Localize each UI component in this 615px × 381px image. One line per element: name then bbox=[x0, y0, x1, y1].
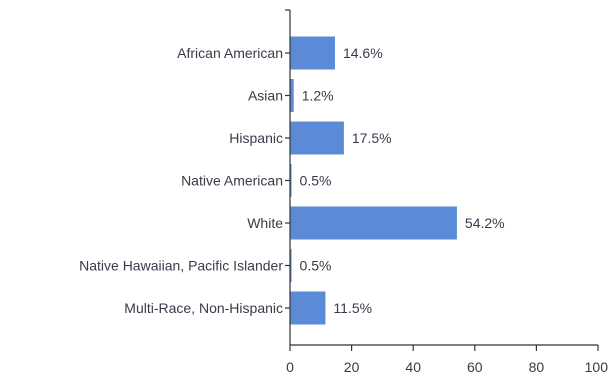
bar-2 bbox=[290, 121, 344, 155]
bar-4 bbox=[290, 206, 457, 240]
x-tick-label-1: 20 bbox=[344, 359, 360, 375]
category-label-3: Native American bbox=[181, 173, 283, 189]
x-tick-label-4: 80 bbox=[529, 359, 545, 375]
category-label-0: African American bbox=[177, 45, 283, 61]
x-tick-label-2: 40 bbox=[405, 359, 421, 375]
x-tick-label-0: 0 bbox=[286, 359, 294, 375]
value-label-4: 54.2% bbox=[465, 215, 505, 231]
value-label-5: 0.5% bbox=[300, 258, 332, 274]
bar-1 bbox=[290, 79, 294, 112]
bar-6 bbox=[290, 291, 326, 325]
value-label-6: 11.5% bbox=[333, 300, 372, 316]
bars-group bbox=[285, 9, 457, 325]
category-label-6: Multi-Race, Non-Hispanic bbox=[124, 300, 283, 316]
bar-3 bbox=[290, 164, 292, 197]
bar-5 bbox=[290, 249, 292, 282]
x-axis-ticks: 0 20 40 60 80 100 bbox=[286, 345, 608, 375]
bar-0 bbox=[290, 36, 335, 70]
category-label-4: White bbox=[247, 215, 283, 231]
category-labels: African American Asian Hispanic Native Amer… bbox=[79, 45, 283, 316]
value-label-2: 17.5% bbox=[352, 130, 392, 146]
x-tick-label-3: 60 bbox=[467, 359, 483, 375]
value-label-1: 1.2% bbox=[302, 88, 334, 104]
value-label-3: 0.5% bbox=[300, 173, 332, 189]
value-labels: 14.6% 1.2% 17.5% 0.5% 54.2% 0.5% 11.5% bbox=[300, 45, 505, 316]
category-label-2: Hispanic bbox=[229, 130, 283, 146]
category-label-5: Native Hawaiian, Pacific Islander bbox=[79, 258, 283, 274]
x-tick-label-5: 100 bbox=[585, 359, 609, 375]
category-label-1: Asian bbox=[248, 88, 283, 104]
value-label-0: 14.6% bbox=[343, 45, 383, 61]
